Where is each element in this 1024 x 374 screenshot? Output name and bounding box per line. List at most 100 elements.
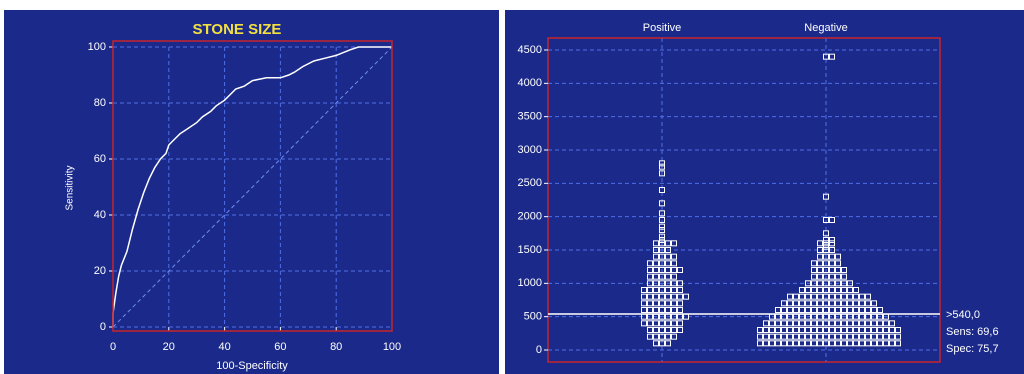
y-tick-label: 3000 — [518, 144, 542, 156]
data-dot — [653, 293, 659, 300]
data-dot — [859, 320, 865, 327]
data-dot — [841, 267, 847, 273]
data-dot — [895, 333, 901, 340]
data-dot — [835, 293, 841, 300]
data-dot — [823, 287, 829, 293]
y-tick-label: 0 — [100, 321, 106, 333]
data-dot — [641, 287, 647, 293]
data-dot — [805, 287, 811, 293]
data-dot — [835, 307, 841, 313]
data-dot — [811, 280, 817, 287]
data-dot — [665, 327, 671, 333]
data-dot — [811, 293, 817, 300]
data-dot — [677, 293, 683, 300]
data-dot — [665, 340, 671, 347]
data-dot — [841, 273, 847, 280]
data-dot — [847, 280, 853, 287]
data-dot — [659, 247, 665, 253]
y-tick-label: 3500 — [518, 111, 542, 123]
x-tick-label: 60 — [274, 341, 286, 353]
data-dot — [647, 307, 653, 313]
y-tick-label: 500 — [524, 311, 542, 323]
data-dot — [853, 333, 859, 340]
data-dot — [805, 327, 811, 333]
data-dot — [841, 333, 847, 340]
data-dot — [835, 287, 841, 293]
data-dot — [641, 300, 647, 307]
data-dot — [781, 340, 787, 347]
data-dot — [665, 287, 671, 293]
data-dot — [817, 307, 823, 313]
data-dot — [835, 340, 841, 347]
data-dot — [653, 240, 659, 247]
data-dot — [805, 307, 811, 313]
data-dot — [829, 247, 835, 253]
data-dot — [659, 240, 665, 247]
data-dot — [671, 287, 677, 293]
data-dot — [659, 333, 665, 340]
data-dot — [653, 253, 659, 260]
data-dot — [677, 267, 683, 273]
data-dot — [653, 320, 659, 327]
data-dot — [659, 200, 665, 207]
data-dot — [865, 327, 871, 333]
data-dot — [805, 293, 811, 300]
data-dot — [677, 327, 683, 333]
data-dot — [757, 340, 763, 347]
data-dot — [659, 320, 665, 327]
data-dot — [671, 273, 677, 280]
y-tick-label: 1500 — [518, 244, 542, 256]
data-dot — [853, 327, 859, 333]
data-dot — [799, 320, 805, 327]
data-dot — [677, 320, 683, 327]
data-dot — [829, 253, 835, 260]
sensitivity-label: Sens: 69,6 — [946, 326, 999, 338]
data-dot — [889, 320, 895, 327]
plot-frame — [112, 40, 393, 332]
data-dot — [677, 280, 683, 287]
left-panel — [4, 10, 499, 374]
data-dot — [865, 320, 871, 327]
data-dot — [763, 327, 769, 333]
data-dot — [877, 307, 883, 313]
data-dot — [659, 223, 665, 230]
data-dot — [769, 320, 775, 327]
data-dot — [683, 293, 689, 300]
data-dot — [665, 253, 671, 260]
data-dot — [853, 300, 859, 307]
data-dot — [835, 280, 841, 287]
data-dot — [793, 327, 799, 333]
data-dot — [647, 293, 653, 300]
data-dot — [889, 333, 895, 340]
data-dot — [647, 273, 653, 280]
data-dot — [775, 307, 781, 313]
data-dot — [841, 280, 847, 287]
y-tick-label: 40 — [94, 209, 106, 221]
data-dot — [823, 217, 829, 223]
data-dot — [847, 293, 853, 300]
data-dot — [841, 287, 847, 293]
data-dot — [665, 267, 671, 273]
data-dot — [659, 287, 665, 293]
data-dot — [877, 333, 883, 340]
data-dot — [653, 247, 659, 253]
data-dot — [799, 327, 805, 333]
data-dot — [829, 307, 835, 313]
data-dot — [671, 293, 677, 300]
data-dot — [799, 340, 805, 347]
data-dot — [871, 320, 877, 327]
data-dot — [823, 260, 829, 267]
data-dot — [641, 293, 647, 300]
data-dot — [665, 300, 671, 307]
data-dot — [829, 327, 835, 333]
data-dot — [811, 300, 817, 307]
data-dot — [835, 273, 841, 280]
data-dot — [665, 260, 671, 267]
x-tick-label: 0 — [110, 341, 116, 353]
data-dot — [653, 273, 659, 280]
data-dot — [641, 320, 647, 327]
data-dot — [659, 237, 665, 243]
data-dot — [817, 240, 823, 247]
data-dot — [799, 300, 805, 307]
data-dot — [841, 327, 847, 333]
